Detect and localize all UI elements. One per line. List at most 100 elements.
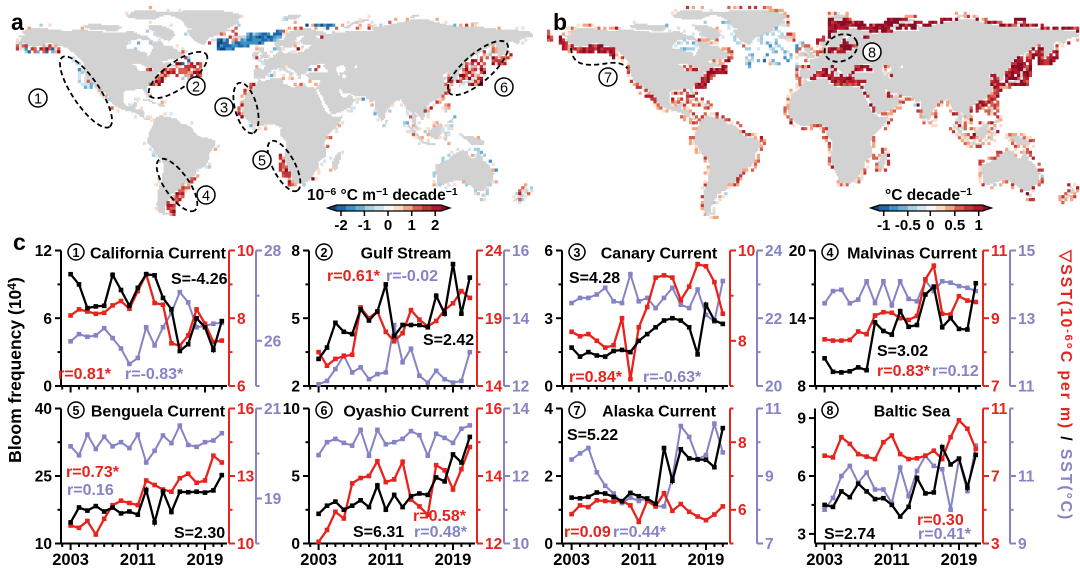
svg-text:10: 10 — [237, 243, 254, 260]
svg-text:10: 10 — [35, 536, 52, 553]
svg-text:S=2.30: S=2.30 — [174, 525, 225, 542]
svg-text:10: 10 — [512, 536, 529, 553]
svg-text:7: 7 — [765, 536, 774, 553]
svg-text:-2: -2 — [334, 217, 347, 234]
svg-text:11: 11 — [991, 243, 1008, 260]
svg-text:2019: 2019 — [187, 551, 224, 569]
svg-text:°C decade−1: °C decade−1 — [885, 186, 972, 204]
svg-text:▽SST(10-6°C per m) / SST(°C): ▽SST(10-6°C per m) / SST(°C) — [1057, 249, 1074, 521]
svg-text:6: 6 — [321, 404, 328, 418]
svg-text:3: 3 — [574, 246, 581, 260]
svg-text:11: 11 — [1018, 379, 1035, 396]
svg-text:10: 10 — [237, 536, 254, 553]
svg-text:11: 11 — [765, 401, 782, 418]
svg-text:16: 16 — [237, 401, 255, 418]
svg-text:9: 9 — [991, 311, 1000, 328]
svg-text:6: 6 — [43, 311, 52, 328]
svg-text:9: 9 — [765, 469, 774, 486]
svg-text:7: 7 — [574, 404, 581, 418]
svg-text:8: 8 — [738, 435, 747, 452]
svg-text:11: 11 — [991, 401, 1008, 418]
svg-text:3: 3 — [991, 536, 1000, 553]
svg-text:6: 6 — [500, 81, 508, 97]
svg-text:2019: 2019 — [941, 551, 978, 569]
svg-text:24: 24 — [485, 243, 503, 260]
svg-text:8: 8 — [797, 379, 806, 396]
svg-text:10−6 °C m−1 decade−1: 10−6 °C m−1 decade−1 — [307, 186, 458, 204]
svg-text:0: 0 — [544, 536, 553, 553]
svg-text:S=4.28: S=4.28 — [569, 270, 620, 287]
svg-text:S=6.31: S=6.31 — [353, 524, 404, 541]
svg-text:5: 5 — [291, 469, 300, 486]
svg-text:r=0.73*: r=0.73* — [66, 464, 120, 481]
svg-text:19: 19 — [264, 491, 282, 508]
svg-text:14: 14 — [485, 469, 503, 486]
svg-text:a: a — [11, 9, 24, 35]
svg-text:14: 14 — [485, 379, 503, 396]
svg-text:r=0.09: r=0.09 — [564, 524, 611, 541]
svg-text:8: 8 — [868, 46, 876, 62]
svg-text:5: 5 — [291, 311, 300, 328]
svg-text:12: 12 — [512, 469, 529, 486]
svg-text:7: 7 — [991, 469, 1000, 486]
svg-text:b: b — [553, 9, 567, 35]
svg-text:20: 20 — [789, 243, 806, 260]
svg-text:California Current: California Current — [90, 246, 227, 263]
svg-text:-1: -1 — [877, 217, 890, 234]
svg-text:Alaska Current: Alaska Current — [602, 404, 716, 421]
svg-text:r=0.12: r=0.12 — [932, 363, 979, 380]
svg-text:4: 4 — [202, 189, 210, 205]
svg-text:16: 16 — [485, 401, 503, 418]
svg-text:8: 8 — [827, 404, 834, 418]
svg-text:12: 12 — [485, 536, 502, 553]
svg-text:r=0.58*: r=0.58* — [413, 508, 467, 525]
svg-text:2: 2 — [192, 80, 200, 96]
svg-text:13: 13 — [1018, 311, 1036, 328]
svg-text:r=0.81*: r=0.81* — [58, 366, 112, 383]
svg-text:1: 1 — [73, 246, 80, 260]
svg-text:9: 9 — [797, 411, 806, 428]
svg-text:Bloom frequency (104): Bloom frequency (104) — [5, 277, 25, 463]
svg-text:3: 3 — [220, 101, 228, 117]
svg-text:2011: 2011 — [120, 551, 156, 569]
svg-text:9: 9 — [1018, 536, 1027, 553]
svg-text:25: 25 — [35, 469, 53, 486]
svg-text:Canary Current: Canary Current — [601, 246, 718, 263]
svg-text:Oyashio Current: Oyashio Current — [343, 404, 469, 421]
svg-text:8: 8 — [738, 333, 747, 350]
svg-text:r=0.84*: r=0.84* — [569, 369, 623, 386]
svg-text:12: 12 — [512, 379, 529, 396]
svg-text:r=0.16: r=0.16 — [67, 482, 114, 499]
svg-text:1: 1 — [408, 217, 416, 234]
svg-text:S=2.42: S=2.42 — [423, 332, 474, 349]
svg-text:24: 24 — [765, 243, 783, 260]
svg-text:-0.5: -0.5 — [895, 217, 921, 234]
svg-text:0: 0 — [544, 379, 553, 396]
svg-text:Gulf Stream: Gulf Stream — [361, 246, 452, 263]
svg-text:28: 28 — [264, 243, 282, 260]
svg-text:r=-0.83*: r=-0.83* — [125, 366, 184, 383]
svg-text:r=0.41*: r=0.41* — [918, 526, 972, 543]
svg-text:2003: 2003 — [300, 551, 337, 569]
svg-text:1: 1 — [975, 217, 983, 234]
svg-text:6: 6 — [738, 502, 747, 519]
svg-text:3: 3 — [544, 311, 553, 328]
svg-text:0: 0 — [384, 217, 392, 234]
svg-text:S=2.74: S=2.74 — [824, 526, 875, 543]
svg-text:0: 0 — [926, 217, 934, 234]
svg-text:0: 0 — [43, 379, 52, 396]
svg-text:14: 14 — [789, 311, 807, 328]
svg-text:Malvinas Current: Malvinas Current — [847, 246, 977, 263]
svg-text:0: 0 — [291, 536, 300, 553]
svg-text:2019: 2019 — [688, 551, 725, 569]
svg-text:19: 19 — [485, 311, 503, 328]
svg-text:2: 2 — [544, 469, 553, 486]
svg-text:2011: 2011 — [621, 551, 657, 569]
svg-text:1: 1 — [34, 92, 42, 108]
svg-text:2019: 2019 — [435, 551, 472, 569]
svg-text:21: 21 — [264, 401, 282, 418]
svg-text:20: 20 — [765, 379, 782, 396]
svg-text:16: 16 — [512, 243, 530, 260]
svg-text:Baltic Sea: Baltic Sea — [874, 404, 951, 421]
svg-text:2003: 2003 — [806, 551, 843, 569]
